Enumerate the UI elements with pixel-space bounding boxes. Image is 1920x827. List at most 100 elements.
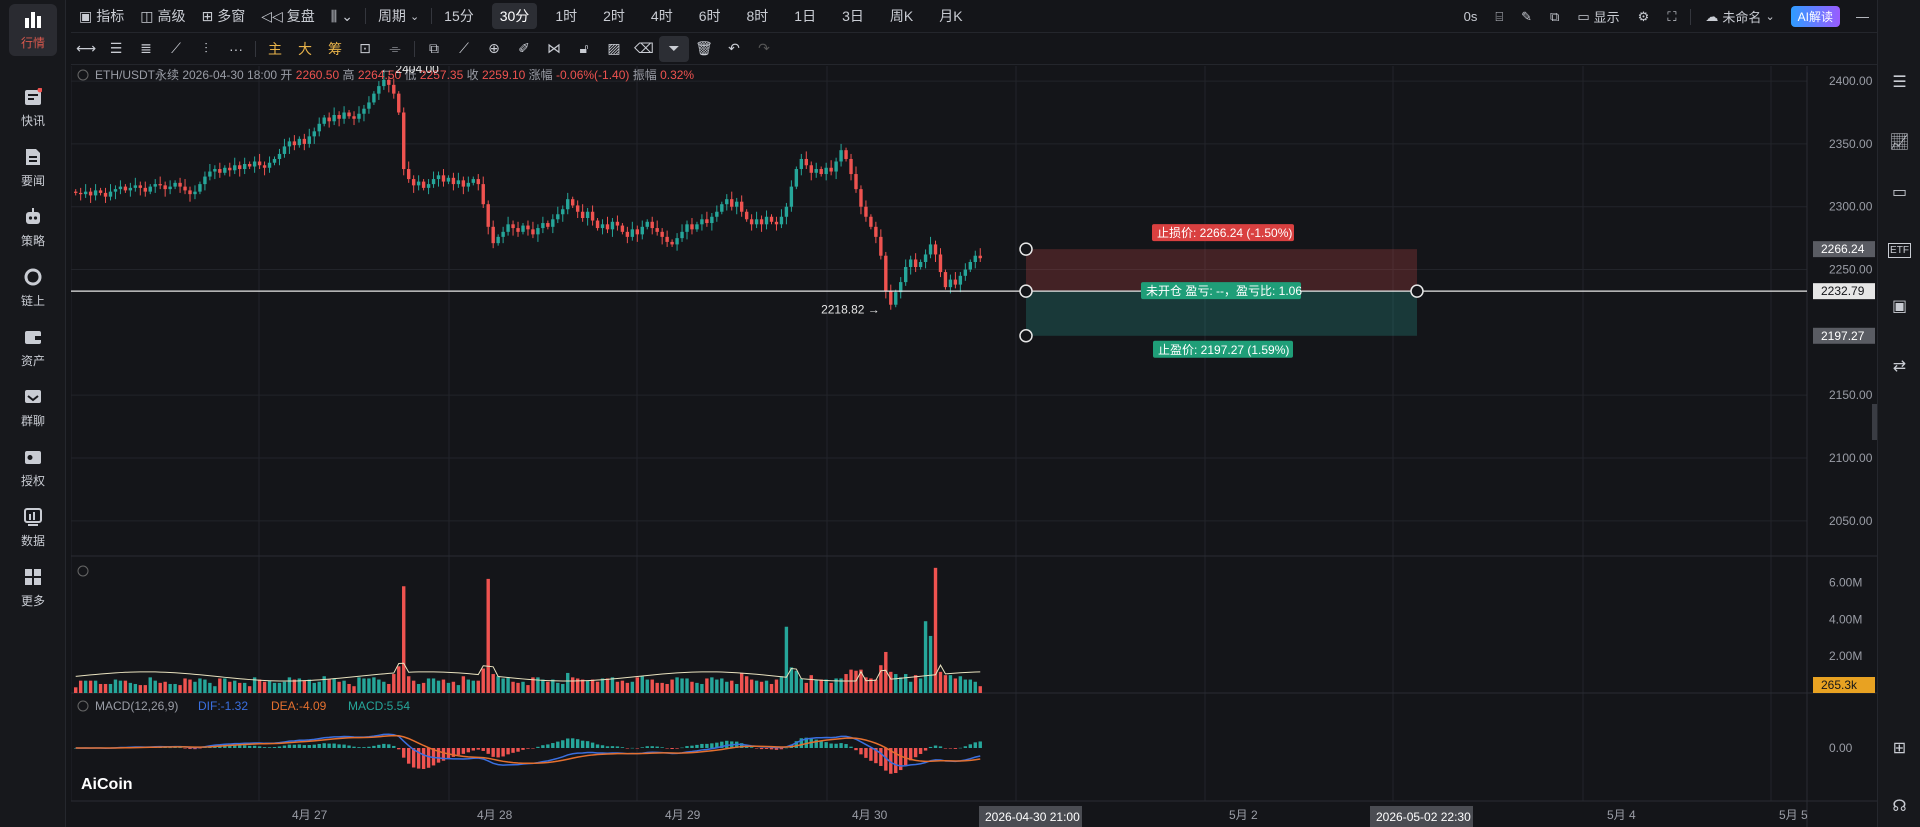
monitor-button[interactable]: ▭ <box>1878 174 1920 210</box>
trade-chart-button[interactable]: 📈︎ <box>1878 124 1920 160</box>
timeframe-tab-0[interactable]: 15分 <box>444 8 474 24</box>
parallel-lines-tool[interactable]: ☰ <box>101 36 131 62</box>
kline-chart[interactable]: 2400.00 2350.00 2300.00 2250.00 2150.00 2100.… <box>71 66 1877 827</box>
multi-window-button[interactable]: ⊞ 多窗 <box>193 3 253 29</box>
layout-select[interactable]: ☁ 未命名 ⌄ <box>1697 4 1782 30</box>
candle-body <box>441 175 446 182</box>
timeframe-tab-7[interactable]: 1日 <box>794 8 817 24</box>
period-select[interactable]: 周期 ⌄ <box>370 3 427 29</box>
main-force-toggle[interactable]: 主 <box>268 40 282 57</box>
display-label: 显示 <box>1593 10 1620 25</box>
lock-tool[interactable]: 🔓︎ <box>569 36 599 62</box>
nav-auth[interactable]: 授权 <box>0 438 66 498</box>
volume-bar <box>889 671 893 693</box>
macd-bar <box>466 748 471 753</box>
candle-body <box>446 177 451 182</box>
macd-bar <box>650 746 654 748</box>
highlighter-tool[interactable]: ✐ <box>509 36 539 62</box>
nav-headline[interactable]: 要闻 <box>0 138 66 198</box>
watchlist-button[interactable]: ☰ <box>1878 64 1920 100</box>
exchange-button[interactable]: ⇄ <box>1878 348 1920 384</box>
layout-button[interactable]: ⊞ <box>1878 730 1920 766</box>
edit-button[interactable]: ✎ <box>1513 4 1540 30</box>
eraser-tool[interactable]: ⌫ <box>629 36 659 62</box>
candle-body <box>163 185 167 190</box>
advanced-label: 高级 <box>157 8 186 24</box>
chips-toggle[interactable]: 筹 <box>328 40 342 57</box>
timeframe-tab-2[interactable]: 1时 <box>555 8 578 24</box>
copy-tool[interactable]: ⧉ <box>419 36 449 62</box>
nav-data[interactable]: 数据 <box>0 498 66 558</box>
advanced-button[interactable]: ◫ 高级 <box>132 3 193 29</box>
macd-bar <box>889 748 893 774</box>
date-tick-label: 5月 2 <box>1229 808 1258 822</box>
candle-body <box>889 290 893 305</box>
volume-tick-label: 4.00M <box>1829 612 1862 626</box>
macd-bar <box>531 748 535 749</box>
horizontal-line-tool[interactable]: ⟷ <box>71 36 101 62</box>
timeframe-tab-4[interactable]: 4时 <box>650 8 673 24</box>
screenshot-button[interactable]: ⌸ <box>1487 4 1511 30</box>
nav-chat[interactable]: 群聊 <box>0 378 66 438</box>
chart-area[interactable]: 2400.00 2350.00 2300.00 2250.00 2150.00 2100.… <box>71 66 1877 827</box>
macd-bar <box>665 748 669 749</box>
nav-assets[interactable]: 资产 <box>0 318 66 378</box>
display-button[interactable]: ▭ 显示 <box>1569 4 1627 30</box>
volume-bar <box>292 679 297 693</box>
candle-body <box>685 224 689 232</box>
popout-button[interactable]: ⧉ <box>1542 4 1567 30</box>
nav-flash[interactable]: 快讯 <box>0 78 66 138</box>
nav-strategy[interactable]: 策略 <box>0 198 66 258</box>
support-button[interactable]: ☊ <box>1878 788 1920 824</box>
volume-bar <box>973 681 977 693</box>
macd-bar <box>864 748 868 758</box>
settings-button[interactable]: ⚙ <box>1630 4 1658 30</box>
link-tool[interactable]: ⋈ <box>539 36 569 62</box>
redo-button[interactable]: ↷ <box>749 36 779 62</box>
candle-body <box>481 184 485 205</box>
etf-button[interactable]: ETF <box>1878 232 1920 268</box>
big-order-toggle[interactable]: 大 <box>298 40 312 57</box>
candle-body <box>531 229 535 235</box>
image-tool[interactable]: ▨ <box>599 36 629 62</box>
delete-tool[interactable]: 🗑︎ <box>689 36 719 62</box>
timeframe-tab-3[interactable]: 2时 <box>603 8 625 24</box>
zoom-tool[interactable]: ⊕ <box>479 36 509 62</box>
macd-bar <box>953 748 958 749</box>
filter-tool[interactable]: ⏷ <box>659 35 689 62</box>
nav-market[interactable]: 行情 <box>0 0 66 60</box>
trendline-tool[interactable]: ⟋ <box>161 36 191 62</box>
candle-body <box>178 182 182 187</box>
ai-interpret-button[interactable]: AI解读 <box>1790 6 1840 27</box>
candle-body <box>297 138 302 146</box>
macd-bar <box>749 747 754 748</box>
magnet-tool[interactable]: ⊡ <box>350 36 380 62</box>
timeframe-tab-10[interactable]: 月K <box>939 8 963 24</box>
brush-tool[interactable]: ⌯ <box>380 36 410 62</box>
timeframe-tab-6[interactable]: 8时 <box>746 8 769 24</box>
minimize-button[interactable]: — <box>1848 4 1877 30</box>
volume-bar <box>536 677 540 693</box>
more-tools[interactable]: ··· <box>221 36 251 62</box>
nav-more[interactable]: 更多 <box>0 558 66 618</box>
chart-type-select[interactable]: ⫼ ⌄ <box>323 3 361 29</box>
ruler-tool[interactable]: ⟋ <box>449 36 479 62</box>
timeframe-tab-1[interactable]: 30分 <box>491 3 538 29</box>
undo-button[interactable]: ↶ <box>719 36 749 62</box>
fullscreen-button[interactable]: ⛶ <box>1659 4 1684 30</box>
replay-button[interactable]: ◁◁ 复盘 <box>253 3 323 29</box>
indicators-button[interactable]: ▣ 指标 <box>71 3 132 29</box>
nav-onchain[interactable]: 链上 <box>0 258 66 318</box>
volume-bar <box>899 677 903 693</box>
candle-body <box>411 179 416 186</box>
timeframe-tab-8[interactable]: 3日 <box>842 8 864 24</box>
bot-button[interactable]: ▣ <box>1878 288 1920 324</box>
candle-body <box>943 272 948 288</box>
channel-tool[interactable]: ≣ <box>131 36 161 62</box>
volume-bar <box>233 680 237 693</box>
fib-tool[interactable]: ⫶ <box>191 36 221 62</box>
filter-icon: ⏷ <box>668 40 680 56</box>
timeframe-tab-5[interactable]: 6时 <box>698 8 721 24</box>
macd-bar <box>541 745 545 748</box>
timeframe-tab-9[interactable]: 周K <box>889 8 914 24</box>
